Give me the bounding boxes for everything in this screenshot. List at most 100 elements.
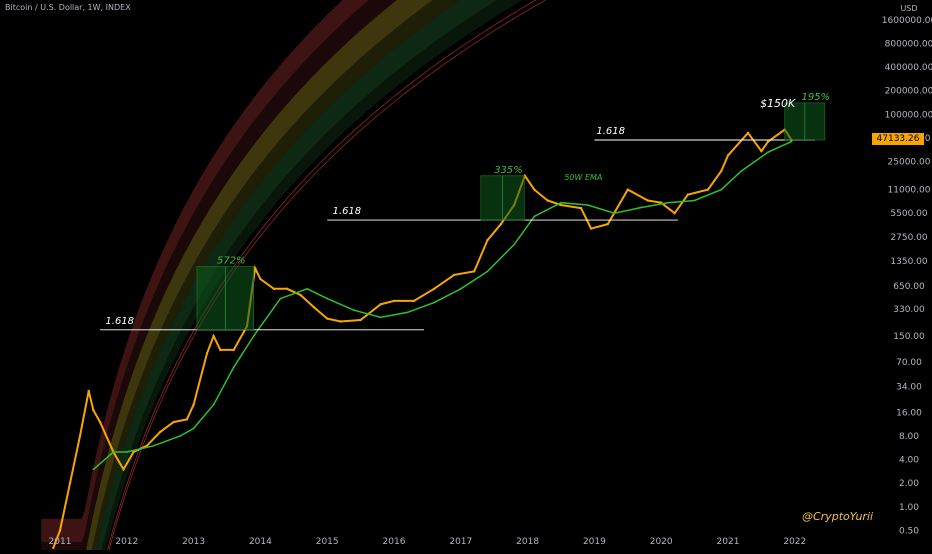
price-point: [99, 421, 101, 423]
price-point: [233, 349, 235, 351]
y-tick-label: 11000.00: [888, 186, 931, 196]
ema-point: [306, 288, 308, 290]
ema-point: [791, 141, 793, 143]
y-axis-currency: USD: [900, 4, 917, 13]
price-point: [379, 303, 381, 305]
price-point: [687, 193, 689, 195]
x-tick-label: 2014: [249, 537, 272, 547]
ema-point: [280, 298, 282, 300]
ema-point: [153, 445, 155, 447]
x-tick-label: 2020: [650, 537, 673, 547]
price-point: [286, 288, 288, 290]
price-point: [533, 188, 535, 190]
y-tick-label: 330.00: [893, 305, 925, 315]
price-point: [122, 468, 124, 470]
price-point: [59, 529, 61, 531]
price-point: [486, 239, 488, 241]
ema-point: [720, 189, 722, 191]
target-label: $150K: [760, 97, 796, 110]
x-tick-label: 2019: [583, 537, 606, 547]
y-tick-label: 0.50: [899, 526, 919, 536]
fib-label-0: 1.618: [105, 316, 134, 327]
price-point: [767, 140, 769, 142]
price-point: [607, 223, 609, 225]
price-point: [720, 170, 722, 172]
price-point: [159, 431, 161, 433]
gain-label-1: 335%: [494, 165, 523, 176]
y-tick-label: 5500.00: [890, 209, 927, 219]
price-point: [433, 288, 435, 290]
fib-label-1: 1.618: [333, 206, 362, 217]
y-tick-label: 2750.00: [890, 233, 927, 243]
price-point: [393, 300, 395, 302]
author-watermark: @CryptoYurii: [802, 510, 873, 523]
y-tick-label: 800000.00: [885, 39, 932, 49]
x-tick-label: 2021: [717, 537, 740, 547]
price-point: [88, 390, 90, 392]
price-point: [212, 335, 214, 337]
ema-point: [587, 204, 589, 206]
y-tick-label: 150.00: [893, 332, 925, 342]
ema-point: [113, 451, 115, 453]
ema-point: [694, 200, 696, 202]
y-tick-label: 200000.00: [885, 87, 932, 97]
price-point: [326, 317, 328, 319]
y-tick-label: 16.00: [896, 408, 922, 418]
price-point: [273, 288, 275, 290]
y-tick-label: 70.00: [896, 358, 922, 368]
y-tick-label: 1350.00: [890, 257, 927, 267]
ema-point: [233, 366, 235, 368]
ema-point: [533, 216, 535, 218]
x-tick-label: 2011: [49, 537, 72, 547]
price-point: [647, 199, 649, 201]
price-point: [707, 188, 709, 190]
x-tick-label: 2018: [516, 537, 539, 547]
ema-point: [513, 244, 515, 246]
gain-label-2: 195%: [801, 92, 830, 103]
price-point: [500, 223, 502, 225]
price-point: [92, 409, 94, 411]
ema-point: [380, 316, 382, 318]
ema-point: [353, 309, 355, 311]
ema-label: 50W EMA: [564, 173, 602, 182]
y-tick-label: 2.00: [899, 479, 919, 489]
gain-label-0: 572%: [217, 256, 246, 267]
price-point: [359, 319, 361, 321]
ema-point: [614, 212, 616, 214]
price-point: [52, 547, 54, 549]
x-tick-label: 2022: [783, 537, 806, 547]
x-tick-label: 2017: [449, 537, 472, 547]
price-point: [560, 204, 562, 206]
ema-point: [326, 298, 328, 300]
ema-point: [179, 435, 181, 437]
price-point: [206, 352, 208, 354]
price-point: [79, 435, 81, 437]
price-point: [473, 270, 475, 272]
x-tick-label: 2015: [316, 537, 339, 547]
price-point: [673, 212, 675, 214]
price-point: [219, 349, 221, 351]
price-point: [453, 274, 455, 276]
y-tick-label: 400000.00: [885, 63, 932, 73]
price-point: [727, 154, 729, 156]
ema-point: [460, 288, 462, 290]
ema-point: [767, 151, 769, 153]
ema-point: [433, 302, 435, 304]
price-point: [590, 227, 592, 229]
ema-point: [407, 312, 409, 314]
x-tick-label: 2016: [383, 537, 406, 547]
x-tick-label: 2012: [115, 537, 138, 547]
ema-point: [640, 207, 642, 209]
price-point: [747, 132, 749, 134]
ema-point: [741, 170, 743, 172]
price-point: [69, 482, 71, 484]
price-point: [313, 306, 315, 308]
y-tick-label: 1600000.00: [882, 16, 932, 26]
ema-point: [487, 271, 489, 273]
ema-point: [93, 469, 95, 471]
x-tick-label: 2013: [182, 537, 205, 547]
y-tick-label: 100000.00: [885, 110, 932, 120]
ema-point: [560, 202, 562, 204]
